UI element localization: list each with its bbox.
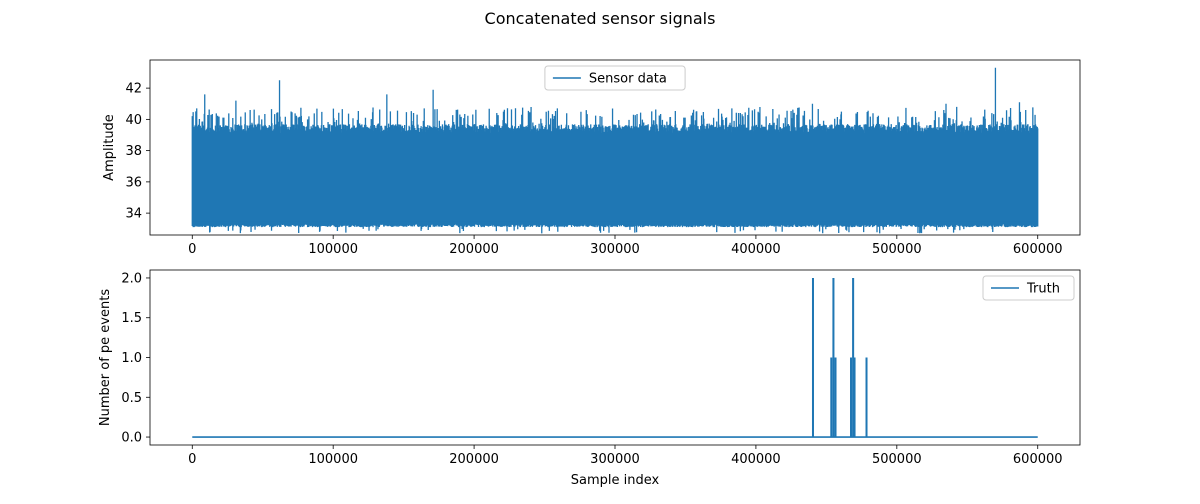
y-axis-label: Amplitude [102,114,117,181]
x-tick-label: 0 [188,242,196,257]
x-tick-label: 600000 [1013,242,1063,257]
y-tick-label: 34 [125,207,142,222]
sensor-data-axes: 0 100000 200000 300000 400000 500000 600000 34 3… [102,59,1081,257]
y-tick-label: 1.5 [121,311,142,326]
plot-frame [149,269,1081,446]
legend-box [982,275,1075,301]
legend-label: Truth [1026,282,1060,297]
x-tick-label: 200000 [449,452,499,467]
x-tick-label: 0 [188,452,196,467]
x-tick-label: 600000 [1013,452,1063,467]
x-tick-label: 100000 [308,452,358,467]
x-tick-label: 300000 [590,242,640,257]
y-tick-label: 1.0 [121,351,142,366]
x-axis-label: Sample index [571,473,660,488]
y-tick-label: 36 [125,175,142,190]
plot-frame [149,59,1081,236]
series-line-truth [192,277,1038,438]
x-tick-label: 400000 [731,242,781,257]
y-axis-label: Number of pe events [98,289,113,426]
x-tick-label: 300000 [590,452,640,467]
truth-axes: 0 100000 200000 300000 400000 500000 600000 0.0… [98,269,1081,488]
y-tick-label: 38 [125,144,142,159]
y-tick-label: 2.0 [121,271,142,286]
x-tick-label: 500000 [872,452,922,467]
legend: Truth [982,275,1075,301]
y-tick-label: 0.5 [121,391,142,406]
figure-title: Concatenated sensor signals [485,9,716,28]
legend-label: Sensor data [589,72,667,87]
x-tick-label: 500000 [872,242,922,257]
x-tick-label: 400000 [731,452,781,467]
legend: Sensor data [544,65,686,91]
legend-box [544,65,686,91]
x-tick-label: 100000 [308,242,358,257]
x-tick-label: 200000 [449,242,499,257]
y-tick-label: 42 [125,82,142,97]
series-band-sensor-data [192,135,1038,222]
y-tick-label: 0.0 [121,431,142,446]
y-tick-label: 40 [125,113,142,128]
